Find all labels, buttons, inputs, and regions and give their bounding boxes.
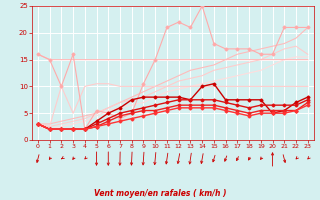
Text: Vent moyen/en rafales ( km/h ): Vent moyen/en rafales ( km/h )	[94, 189, 226, 198]
